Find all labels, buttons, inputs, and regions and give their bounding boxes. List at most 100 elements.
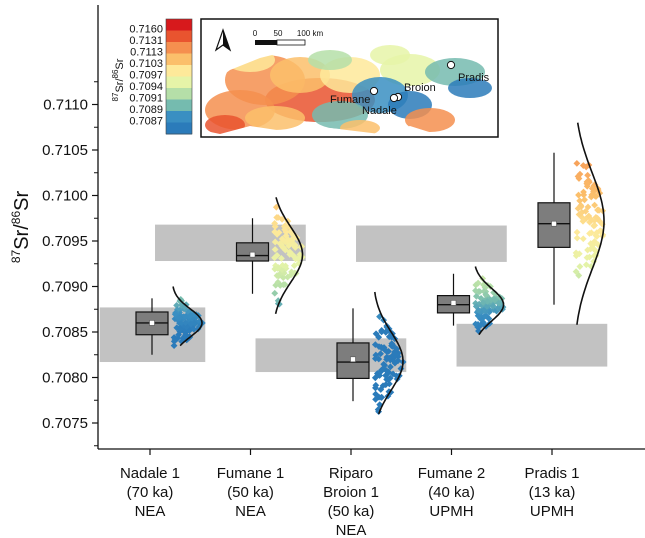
distribution-4-point-78 — [575, 191, 582, 199]
distribution-2-point-30 — [381, 361, 389, 369]
distribution-4-point-67 — [594, 214, 601, 222]
category-label-4-line-2: UPMH — [530, 503, 574, 520]
distribution-2-point-28 — [379, 382, 387, 390]
distribution-4-point-73 — [585, 212, 593, 220]
category-label-3-line-0: Fumane 2 — [418, 465, 486, 482]
distribution-3-point-62 — [472, 287, 479, 295]
distribution-4-point-50 — [596, 227, 604, 235]
category-label-0-line-0: Nadale 1 — [120, 465, 180, 482]
distribution-0-point-30 — [196, 317, 203, 325]
distribution-4-point-77 — [575, 250, 583, 258]
map-outside-north — [201, 19, 498, 90]
distribution-1-point-28 — [271, 289, 279, 297]
category-label-2-line-0: Riparo — [329, 465, 373, 482]
distribution-1-point-54 — [271, 246, 279, 253]
distribution-2-point-22 — [372, 330, 380, 338]
site-label-fumane: Fumane — [330, 94, 370, 106]
distribution-1-point-82 — [274, 264, 282, 272]
colorbar-tick-label-0: 0.7160 — [129, 24, 163, 36]
distribution-1-point-88 — [290, 262, 298, 270]
distribution-3-point-82 — [491, 296, 499, 304]
site-label-broion: Broion — [404, 82, 436, 94]
distribution-2-point-46 — [377, 350, 384, 358]
distribution-1-point-87 — [281, 281, 289, 288]
colorbar-segment-8 — [166, 111, 192, 123]
distribution-0-point-82 — [187, 320, 195, 328]
distribution-4 — [572, 122, 607, 325]
distribution-2-point-87 — [388, 340, 396, 348]
colorbar-tick-label-7: 0.7089 — [129, 104, 163, 116]
y-tick-label-3: 0.7090 — [42, 279, 88, 296]
distribution-1-point-21 — [278, 235, 286, 243]
mean-marker-3 — [450, 300, 457, 306]
distribution-0-point-81 — [173, 313, 181, 321]
map-region-15 — [370, 45, 410, 65]
category-label-1-line-1: (50 ka) — [227, 484, 274, 501]
distribution-1-point-44 — [273, 230, 281, 238]
distribution-1-point-61 — [286, 248, 294, 256]
distribution-4-point-82 — [592, 192, 600, 200]
category-label-4-line-0: Pradis 1 — [524, 465, 579, 482]
y-tick-label-6: 0.7105 — [42, 142, 88, 159]
x-ticks: Nadale 1 (70 ka) NEA Fumane 1 (50 ka) NEA Ripa… — [120, 449, 580, 538]
inset-map-panel: 0.71600.71310.71130.71030.70970.70940.70… — [111, 18, 499, 138]
distribution-4-point-43 — [577, 210, 585, 217]
colorbar-segment-0 — [166, 19, 192, 31]
distribution-2-point-83 — [377, 394, 385, 401]
distribution-1-point-55 — [274, 214, 282, 221]
distribution-curve-3 — [474, 266, 505, 336]
distribution-4-point-74 — [576, 197, 584, 205]
category-label-3-line-1: (40 ka) — [428, 484, 475, 501]
distribution-3-point-52 — [477, 321, 485, 329]
distribution-3-point-47 — [489, 302, 497, 310]
map-outside-south — [201, 126, 498, 137]
distribution-1-point-79 — [281, 226, 289, 233]
distribution-1-point-76 — [282, 262, 289, 270]
distribution-3-point-79 — [482, 291, 490, 298]
category-label-0-line-1: (70 ka) — [127, 484, 174, 501]
site-marker-pradis — [446, 60, 456, 70]
distribution-0-point-87 — [186, 327, 193, 335]
colorbar-border — [165, 18, 193, 135]
mean-marker-2 — [350, 356, 356, 363]
boxplot-2 — [336, 308, 370, 402]
distribution-3-point-85 — [485, 315, 493, 322]
distribution-0-point-73 — [181, 303, 188, 311]
boxplots — [135, 152, 571, 402]
distribution-2-point-84 — [371, 355, 379, 363]
distribution-curve-4 — [576, 122, 605, 325]
colorbar-segment-4 — [166, 65, 192, 77]
distribution-2-point-40 — [372, 381, 380, 389]
distribution-0-point-76 — [176, 325, 184, 333]
distribution-4-point-86 — [572, 268, 580, 276]
distributions — [170, 122, 607, 416]
distribution-0-point-42 — [173, 301, 181, 309]
distribution-4-point-80 — [574, 205, 582, 212]
site-label-nadale: Nadale — [362, 105, 397, 117]
colorbar-tick-label-4: 0.7097 — [129, 70, 163, 82]
category-label-2-line-2: (50 ka) — [328, 503, 375, 520]
mean-marker-1 — [249, 251, 256, 258]
distribution-1-point-9 — [282, 232, 290, 240]
boxplot-0 — [135, 298, 169, 355]
site-label-pradis: Pradis — [458, 72, 490, 84]
y-tick-label-1: 0.7080 — [42, 370, 88, 387]
distribution-4-point-4 — [579, 235, 587, 243]
distribution-4-point-28 — [586, 230, 593, 237]
distribution-2 — [371, 291, 407, 416]
distribution-3-point-89 — [475, 306, 482, 314]
category-label-1-line-2: NEA — [235, 503, 266, 520]
colorbar-tick-label-3: 0.7103 — [129, 58, 163, 70]
distribution-3-point-30 — [480, 281, 487, 289]
distribution-2-point-49 — [383, 348, 391, 355]
mean-marker-4 — [551, 220, 557, 227]
category-label-0-line-2: NEA — [135, 503, 166, 520]
y-ticks: 0.7075 0.7080 0.7085 0.7090 0.7095 0.7100 0.71… — [42, 81, 98, 447]
distribution-1-point-32 — [278, 254, 285, 262]
distribution-1-point-57 — [279, 274, 287, 282]
map-region-14 — [308, 50, 352, 70]
distribution-3-point-61 — [472, 281, 480, 289]
colorbar-tick-label-8: 0.7087 — [129, 116, 163, 128]
distribution-3-point-8 — [473, 292, 480, 300]
distribution-3-point-67 — [483, 303, 491, 310]
